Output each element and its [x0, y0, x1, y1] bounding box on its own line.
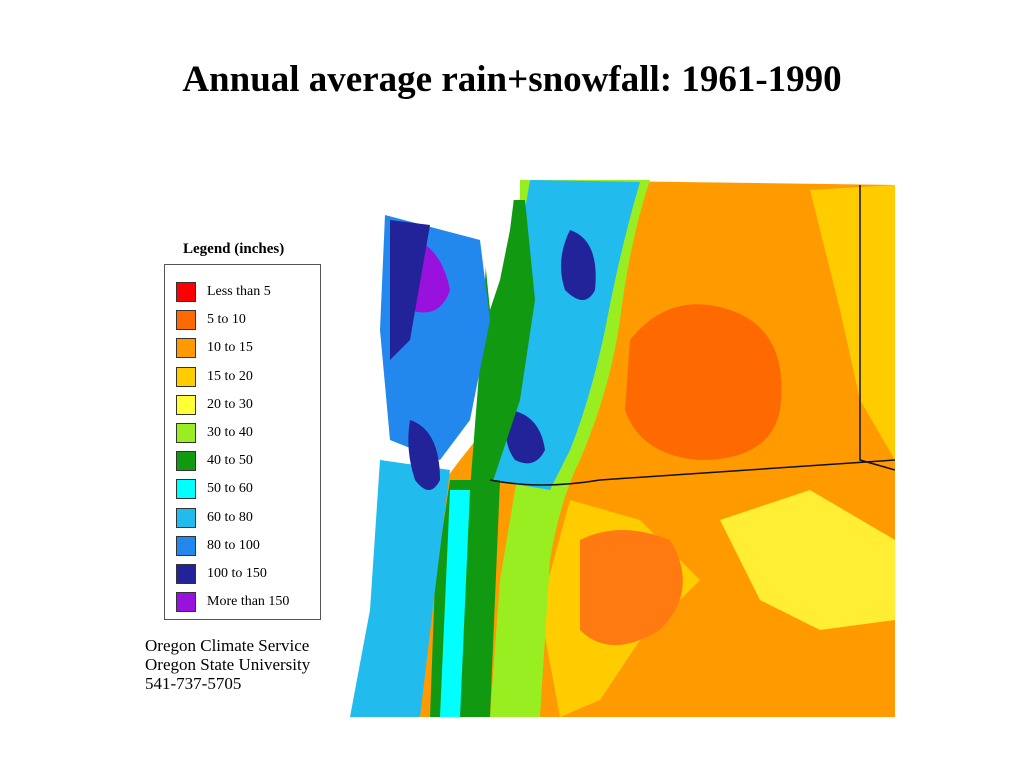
legend-label: 100 to 150: [207, 566, 267, 581]
legend-label: 5 to 10: [207, 312, 246, 328]
legend-item: 40 to 50: [176, 450, 253, 472]
legend-swatch: [176, 507, 196, 528]
legend-label: More than 150: [207, 594, 290, 610]
legend-item: More than 150: [176, 591, 289, 613]
legend-label: Less than 5: [207, 284, 271, 299]
legend-label: 10 to 15: [207, 340, 253, 356]
legend-item: 50 to 60: [176, 478, 253, 500]
legend-swatch: [176, 592, 196, 613]
legend-label: 30 to 40: [207, 425, 253, 440]
legend-swatch: [176, 366, 196, 387]
slide-title: Annual average rain+snowfall: 1961-1990: [182, 59, 842, 100]
credits-line-1: Oregon Climate Service: [145, 636, 310, 655]
legend-swatch: [176, 310, 196, 331]
legend-swatch: [176, 394, 196, 415]
legend-swatch: [176, 423, 196, 443]
legend-label: 60 to 80: [207, 509, 253, 525]
legend-swatch: [176, 564, 196, 584]
legend-item: 60 to 80: [176, 507, 253, 529]
map-region-olympic-ring: [390, 220, 430, 360]
map-region-willapa: [408, 420, 440, 490]
legend-label: 20 to 30: [207, 396, 253, 412]
map-region-yellow-se: [720, 490, 895, 630]
legend: Less than 5 5 to 10 10 to 15 15 to 20 20 to …: [164, 264, 321, 620]
legend-item: 30 to 40: [176, 422, 253, 444]
legend-item: 100 to 150: [176, 563, 267, 585]
legend-label: 15 to 20: [207, 368, 253, 384]
map-region-oregon-coast-cyan: [440, 490, 470, 717]
map-region-oregon-coast: [350, 460, 450, 717]
map-state-border-east: [859, 185, 895, 471]
legend-item: 5 to 10: [176, 309, 246, 331]
map-region-puget-sound: [485, 190, 515, 310]
legend-swatch: [176, 282, 196, 302]
legend-item: 15 to 20: [176, 366, 253, 388]
map-region-darkorange-south: [580, 530, 683, 645]
map-state-border: [489, 459, 895, 486]
legend-swatch: [176, 451, 196, 472]
legend-swatch: [176, 535, 196, 556]
credits-line-3: 541-737-5705: [145, 674, 242, 693]
map-region-purple-rainier: [506, 410, 545, 464]
map-region-darkorange: [625, 304, 782, 460]
map-region-ocean: [340, 160, 385, 717]
legend-swatch: [176, 338, 196, 359]
legend-label: 40 to 50: [207, 453, 253, 469]
legend-swatch: [176, 479, 196, 500]
legend-label: 50 to 60: [207, 481, 253, 497]
precipitation-map: [340, 160, 895, 717]
legend-label: 80 to 100: [207, 537, 260, 553]
legend-item: Less than 5: [176, 281, 271, 303]
legend-item: 80 to 100: [176, 535, 260, 557]
legend-item: 10 to 15: [176, 337, 253, 359]
credits-line-2: Oregon State University: [145, 655, 311, 674]
legend-item: 20 to 30: [176, 394, 253, 416]
map-region-purple-cascades: [561, 230, 596, 300]
credits: Oregon Climate Service Oregon State Univ…: [145, 636, 310, 693]
legend-title: Legend (inches): [183, 241, 285, 257]
map-region-yellow-east: [810, 185, 895, 460]
